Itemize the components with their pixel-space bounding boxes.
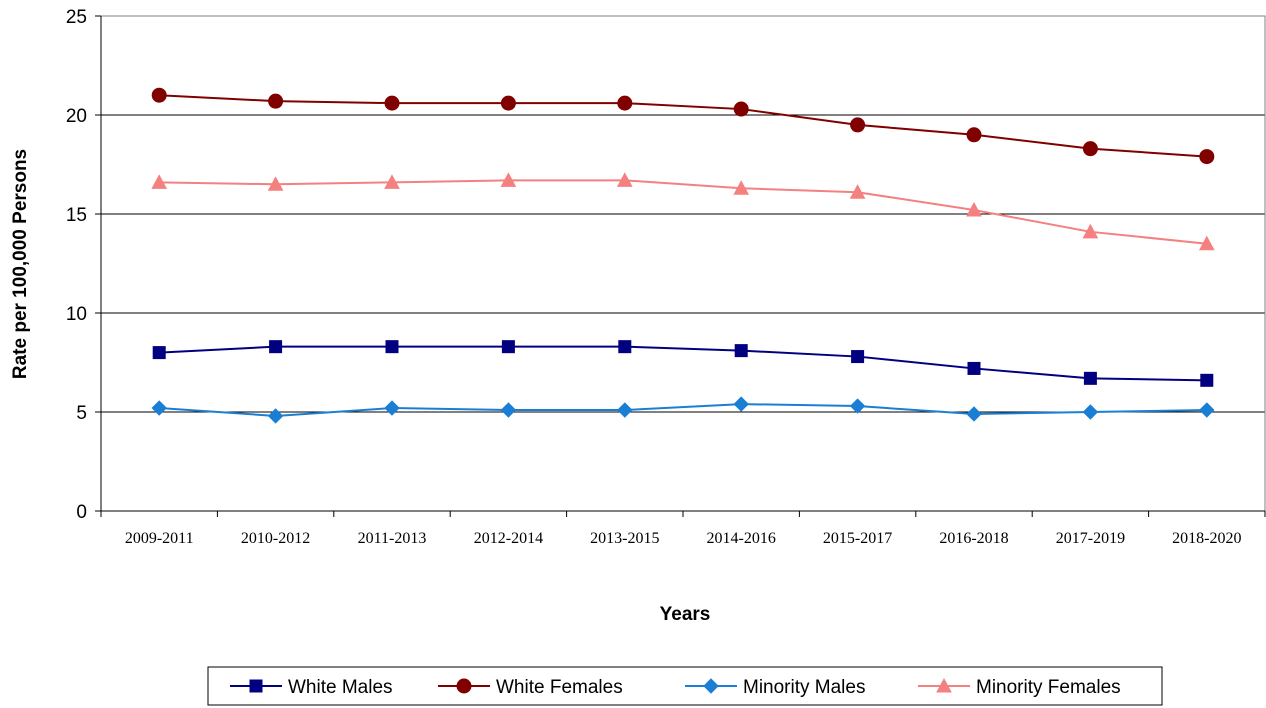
- legend-marker: [249, 679, 263, 693]
- data-point-minority-males: [151, 400, 167, 416]
- data-point-white-females: [268, 93, 284, 109]
- data-point-minority-males: [500, 402, 517, 418]
- data-point-white-females: [384, 95, 400, 111]
- legend-item-minority-males: Minority Males: [685, 677, 865, 698]
- x-tick-label: 2012-2014: [474, 530, 543, 547]
- data-point-minority-females: [616, 172, 633, 187]
- series-line-white-males: [159, 345, 1207, 382]
- gridlines: [101, 114, 1265, 413]
- x-tick-label: 2011-2013: [358, 530, 427, 547]
- series-white-females: [151, 87, 1215, 165]
- data-point-minority-females: [733, 180, 750, 195]
- x-tick-label: 2017-2019: [1056, 530, 1125, 547]
- legend-label: White Males: [288, 677, 393, 698]
- y-tick-label: 15: [66, 205, 87, 226]
- data-point-white-females: [850, 117, 866, 133]
- y-tick-label: 25: [66, 7, 87, 28]
- data-point-white-males: [851, 350, 865, 364]
- x-axis: 2009-2011 2010-2012 2011-2013 2012-2014 2013…: [100, 510, 1266, 547]
- data-point-minority-males: [617, 402, 633, 418]
- x-tick-label: 2014-2016: [707, 530, 776, 547]
- legend-label: Minority Males: [743, 677, 865, 698]
- data-point-white-females: [1199, 149, 1215, 165]
- data-point-white-females: [1082, 141, 1098, 157]
- series-line-minority-males: [159, 403, 1207, 417]
- data-point-white-males: [152, 346, 166, 360]
- data-point-minority-females: [1082, 223, 1099, 239]
- data-point-white-females: [151, 87, 167, 103]
- legend-item-white-males: White Males: [230, 677, 393, 698]
- data-point-minority-males: [267, 408, 284, 424]
- legend-marker: [703, 678, 719, 694]
- data-point-white-males: [618, 340, 632, 354]
- x-axis-title: Years: [660, 604, 711, 625]
- data-point-white-males: [385, 340, 399, 354]
- legend-item-white-females: White Females: [438, 677, 623, 698]
- legend-label: White Females: [496, 677, 623, 698]
- y-tick-label: 10: [66, 304, 87, 325]
- x-tick-label: 2013-2015: [590, 530, 659, 547]
- x-tick-label: 2015-2017: [823, 530, 892, 547]
- data-point-minority-females: [500, 172, 517, 187]
- legend: White Males White Females Minority Males Mi…: [207, 666, 1163, 706]
- x-tick-label: 2016-2018: [939, 530, 1008, 547]
- data-point-white-females: [500, 95, 516, 111]
- legend-marker: [456, 678, 472, 694]
- data-point-minority-males: [733, 396, 749, 412]
- data-point-white-males: [1200, 373, 1214, 387]
- legend-label: Minority Females: [976, 677, 1121, 698]
- data-point-minority-males: [1082, 404, 1099, 420]
- data-point-white-males: [269, 340, 283, 354]
- series-line-white-females: [159, 94, 1207, 158]
- data-point-minority-males: [849, 398, 866, 414]
- y-axis-title: Rate per 100,000 Persons: [10, 149, 31, 379]
- data-point-minority-females: [151, 174, 168, 189]
- y-tick-label: 20: [66, 106, 87, 127]
- legend-item-minority-females: Minority Females: [918, 677, 1121, 698]
- y-axis: 0 5 10 15 20 25: [66, 7, 102, 523]
- data-point-minority-females: [966, 201, 982, 217]
- data-point-white-males: [501, 340, 515, 354]
- x-tick-label: 2009-2011: [125, 530, 194, 547]
- data-point-minority-females: [849, 184, 866, 199]
- series-white-males: [152, 340, 1214, 387]
- data-point-minority-males: [966, 406, 982, 422]
- data-point-white-males: [734, 344, 748, 358]
- plot-area: [100, 15, 1266, 512]
- data-point-white-males: [967, 361, 981, 375]
- data-point-white-males: [1083, 371, 1097, 385]
- x-tick-label: 2018-2020: [1172, 530, 1241, 547]
- data-point-minority-males: [1199, 402, 1215, 418]
- y-tick-label: 0: [76, 502, 87, 523]
- series-layer: [151, 87, 1215, 424]
- legend-marker: [936, 677, 952, 693]
- data-point-white-females: [966, 127, 982, 143]
- series-minority-females: [151, 172, 1215, 251]
- series-minority-males: [151, 396, 1215, 424]
- y-tick-label: 5: [76, 403, 87, 424]
- series-line-minority-females: [159, 179, 1207, 245]
- data-point-minority-males: [384, 400, 400, 416]
- data-point-minority-females: [384, 174, 400, 189]
- x-tick-label: 2010-2012: [241, 530, 310, 547]
- data-point-minority-females: [267, 176, 284, 191]
- data-point-minority-females: [1198, 235, 1215, 251]
- data-point-white-females: [617, 95, 633, 111]
- data-point-white-females: [733, 101, 749, 117]
